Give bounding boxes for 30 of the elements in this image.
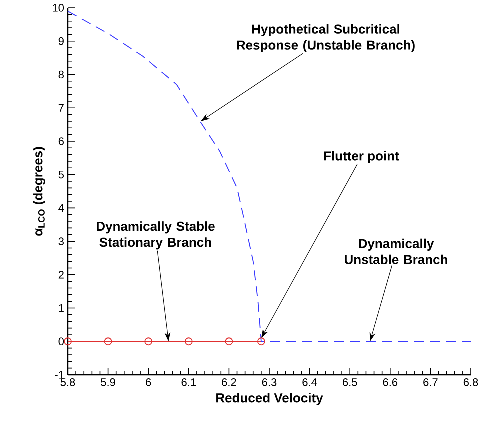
y-tick-label: 6 — [58, 138, 64, 146]
y-tick-label: -1 — [55, 371, 64, 379]
annotation: Dynamically Stable Stationary Branch — [97, 222, 215, 250]
annotation: Hypothetical Subcritical Response (Unstable Branch) — [237, 24, 415, 52]
annotation: Dynamically Unstable Branch — [345, 238, 448, 264]
y-tick-label: 10 — [53, 4, 64, 12]
x-tick-label: 5.8 — [60, 378, 76, 386]
y-tick-label: 8 — [58, 70, 64, 79]
y-tick-label: 4 — [58, 204, 64, 212]
x-tick-label: 6.1 — [182, 378, 196, 386]
x-tick-label: 6.5 — [343, 378, 358, 386]
y-tick-label: 7 — [58, 104, 64, 112]
x-tick-label: 6.3 — [262, 378, 277, 386]
y-tick-label: 2 — [58, 271, 64, 279]
x-tick-label: 6.7 — [424, 378, 438, 386]
y-tick-label: 9 — [58, 37, 64, 46]
line-series — [68, 10, 472, 342]
x-tick-label: 5.9 — [101, 378, 116, 386]
y-axis-title: α$_{LCO}$ (degrees) — [33, 147, 46, 236]
y-tick-label: 1 — [59, 304, 64, 312]
annotation: Flutter point — [324, 151, 400, 164]
y-tick-label: 5 — [58, 170, 64, 179]
x-axis-title: Reduced Velocity — [216, 393, 324, 406]
y-tick-label: 0 — [58, 338, 64, 346]
x-tick-label: 6.2 — [222, 378, 236, 386]
x-tick-label: 6.8 — [464, 378, 478, 386]
x-tick-label: 6.4 — [302, 378, 318, 386]
x-tick-label: 6.6 — [383, 378, 398, 386]
y-tick-label: 3 — [58, 238, 64, 246]
x-tick-label: 6 — [146, 378, 152, 386]
